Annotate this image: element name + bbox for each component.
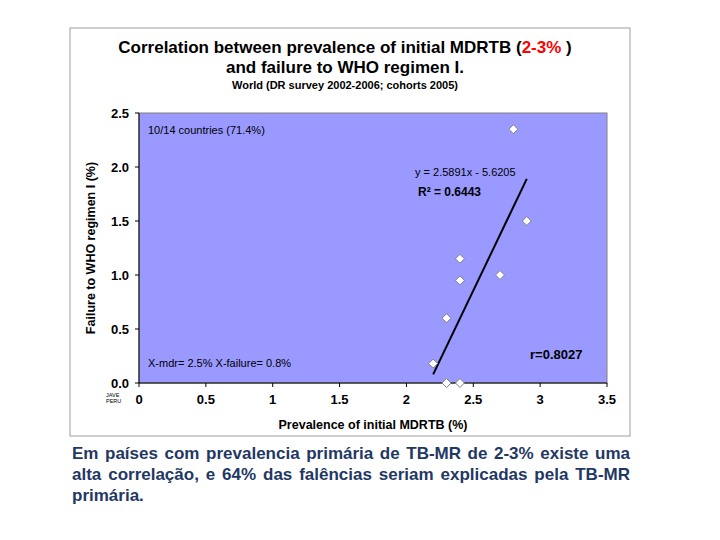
y-tick bbox=[135, 383, 139, 384]
x-tick-label: 3 bbox=[537, 392, 544, 407]
x-tick-label: 1 bbox=[269, 392, 276, 407]
x-tick bbox=[139, 383, 140, 387]
corner-note: PERU bbox=[106, 398, 121, 404]
point bbox=[496, 271, 505, 280]
x-tick bbox=[607, 383, 608, 387]
marks bbox=[429, 125, 532, 388]
x-tick bbox=[205, 383, 206, 387]
y-tick-label: 2.5 bbox=[111, 106, 129, 121]
x-tick-label: 2 bbox=[403, 392, 410, 407]
point bbox=[455, 276, 464, 285]
point bbox=[455, 254, 464, 263]
y-tick-label: 1.5 bbox=[111, 214, 129, 229]
annotation: r=0.8027 bbox=[530, 347, 582, 362]
y-tick-label: 2.0 bbox=[111, 160, 129, 175]
title-highlight: 2-3% bbox=[522, 38, 562, 57]
page: Correlation between prevalence of initia… bbox=[0, 0, 720, 540]
y-tick-label: 0.5 bbox=[111, 322, 129, 337]
annotation: X-mdr= 2.5% X-failure= 0.8% bbox=[148, 357, 291, 369]
x-tick-label: 3.5 bbox=[598, 392, 616, 407]
x-tick-label: 2.5 bbox=[464, 392, 482, 407]
annotation: 10/14 countries (71.4%) bbox=[148, 124, 265, 136]
point bbox=[442, 314, 451, 323]
x-axis-label: Prevalence of initial MDRTB (%) bbox=[279, 418, 468, 432]
point bbox=[429, 359, 438, 368]
x-tick-label: 1.5 bbox=[331, 392, 349, 407]
x-tick-label: 0 bbox=[135, 392, 142, 407]
trendline bbox=[433, 179, 527, 374]
title: and failure to WHO regimen I. bbox=[226, 58, 464, 77]
x-tick bbox=[473, 383, 474, 387]
annotation: y = 2.5891x - 5.6205 bbox=[415, 166, 516, 178]
y-tick-label: 0.0 bbox=[111, 376, 129, 391]
point bbox=[455, 379, 464, 388]
y-tick bbox=[135, 329, 139, 330]
y-tick bbox=[135, 221, 139, 222]
annotation: R² = 0.6443 bbox=[418, 185, 481, 199]
point bbox=[442, 379, 451, 388]
x-tick-label: 0.5 bbox=[197, 392, 215, 407]
caption: Em países com prevalencia primária de TB… bbox=[72, 443, 630, 506]
title: Correlation between prevalence of initia… bbox=[118, 38, 571, 57]
plot-area bbox=[139, 113, 607, 383]
x-tick bbox=[272, 383, 273, 387]
x-tick bbox=[339, 383, 340, 387]
chart-frame bbox=[70, 28, 630, 436]
point bbox=[522, 217, 531, 226]
y-axis bbox=[139, 113, 140, 383]
x-tick bbox=[540, 383, 541, 387]
x-axis bbox=[139, 383, 607, 384]
y-tick-label: 1.0 bbox=[111, 268, 129, 283]
x-tick bbox=[406, 383, 407, 387]
y-axis-label: Failure to WHO regimen I (%) bbox=[84, 162, 98, 334]
point bbox=[509, 125, 518, 134]
y-tick bbox=[135, 167, 139, 168]
y-tick bbox=[135, 113, 139, 114]
subtitle: World (DR survey 2002-2006; cohorts 2005… bbox=[232, 79, 458, 91]
y-tick bbox=[135, 275, 139, 276]
